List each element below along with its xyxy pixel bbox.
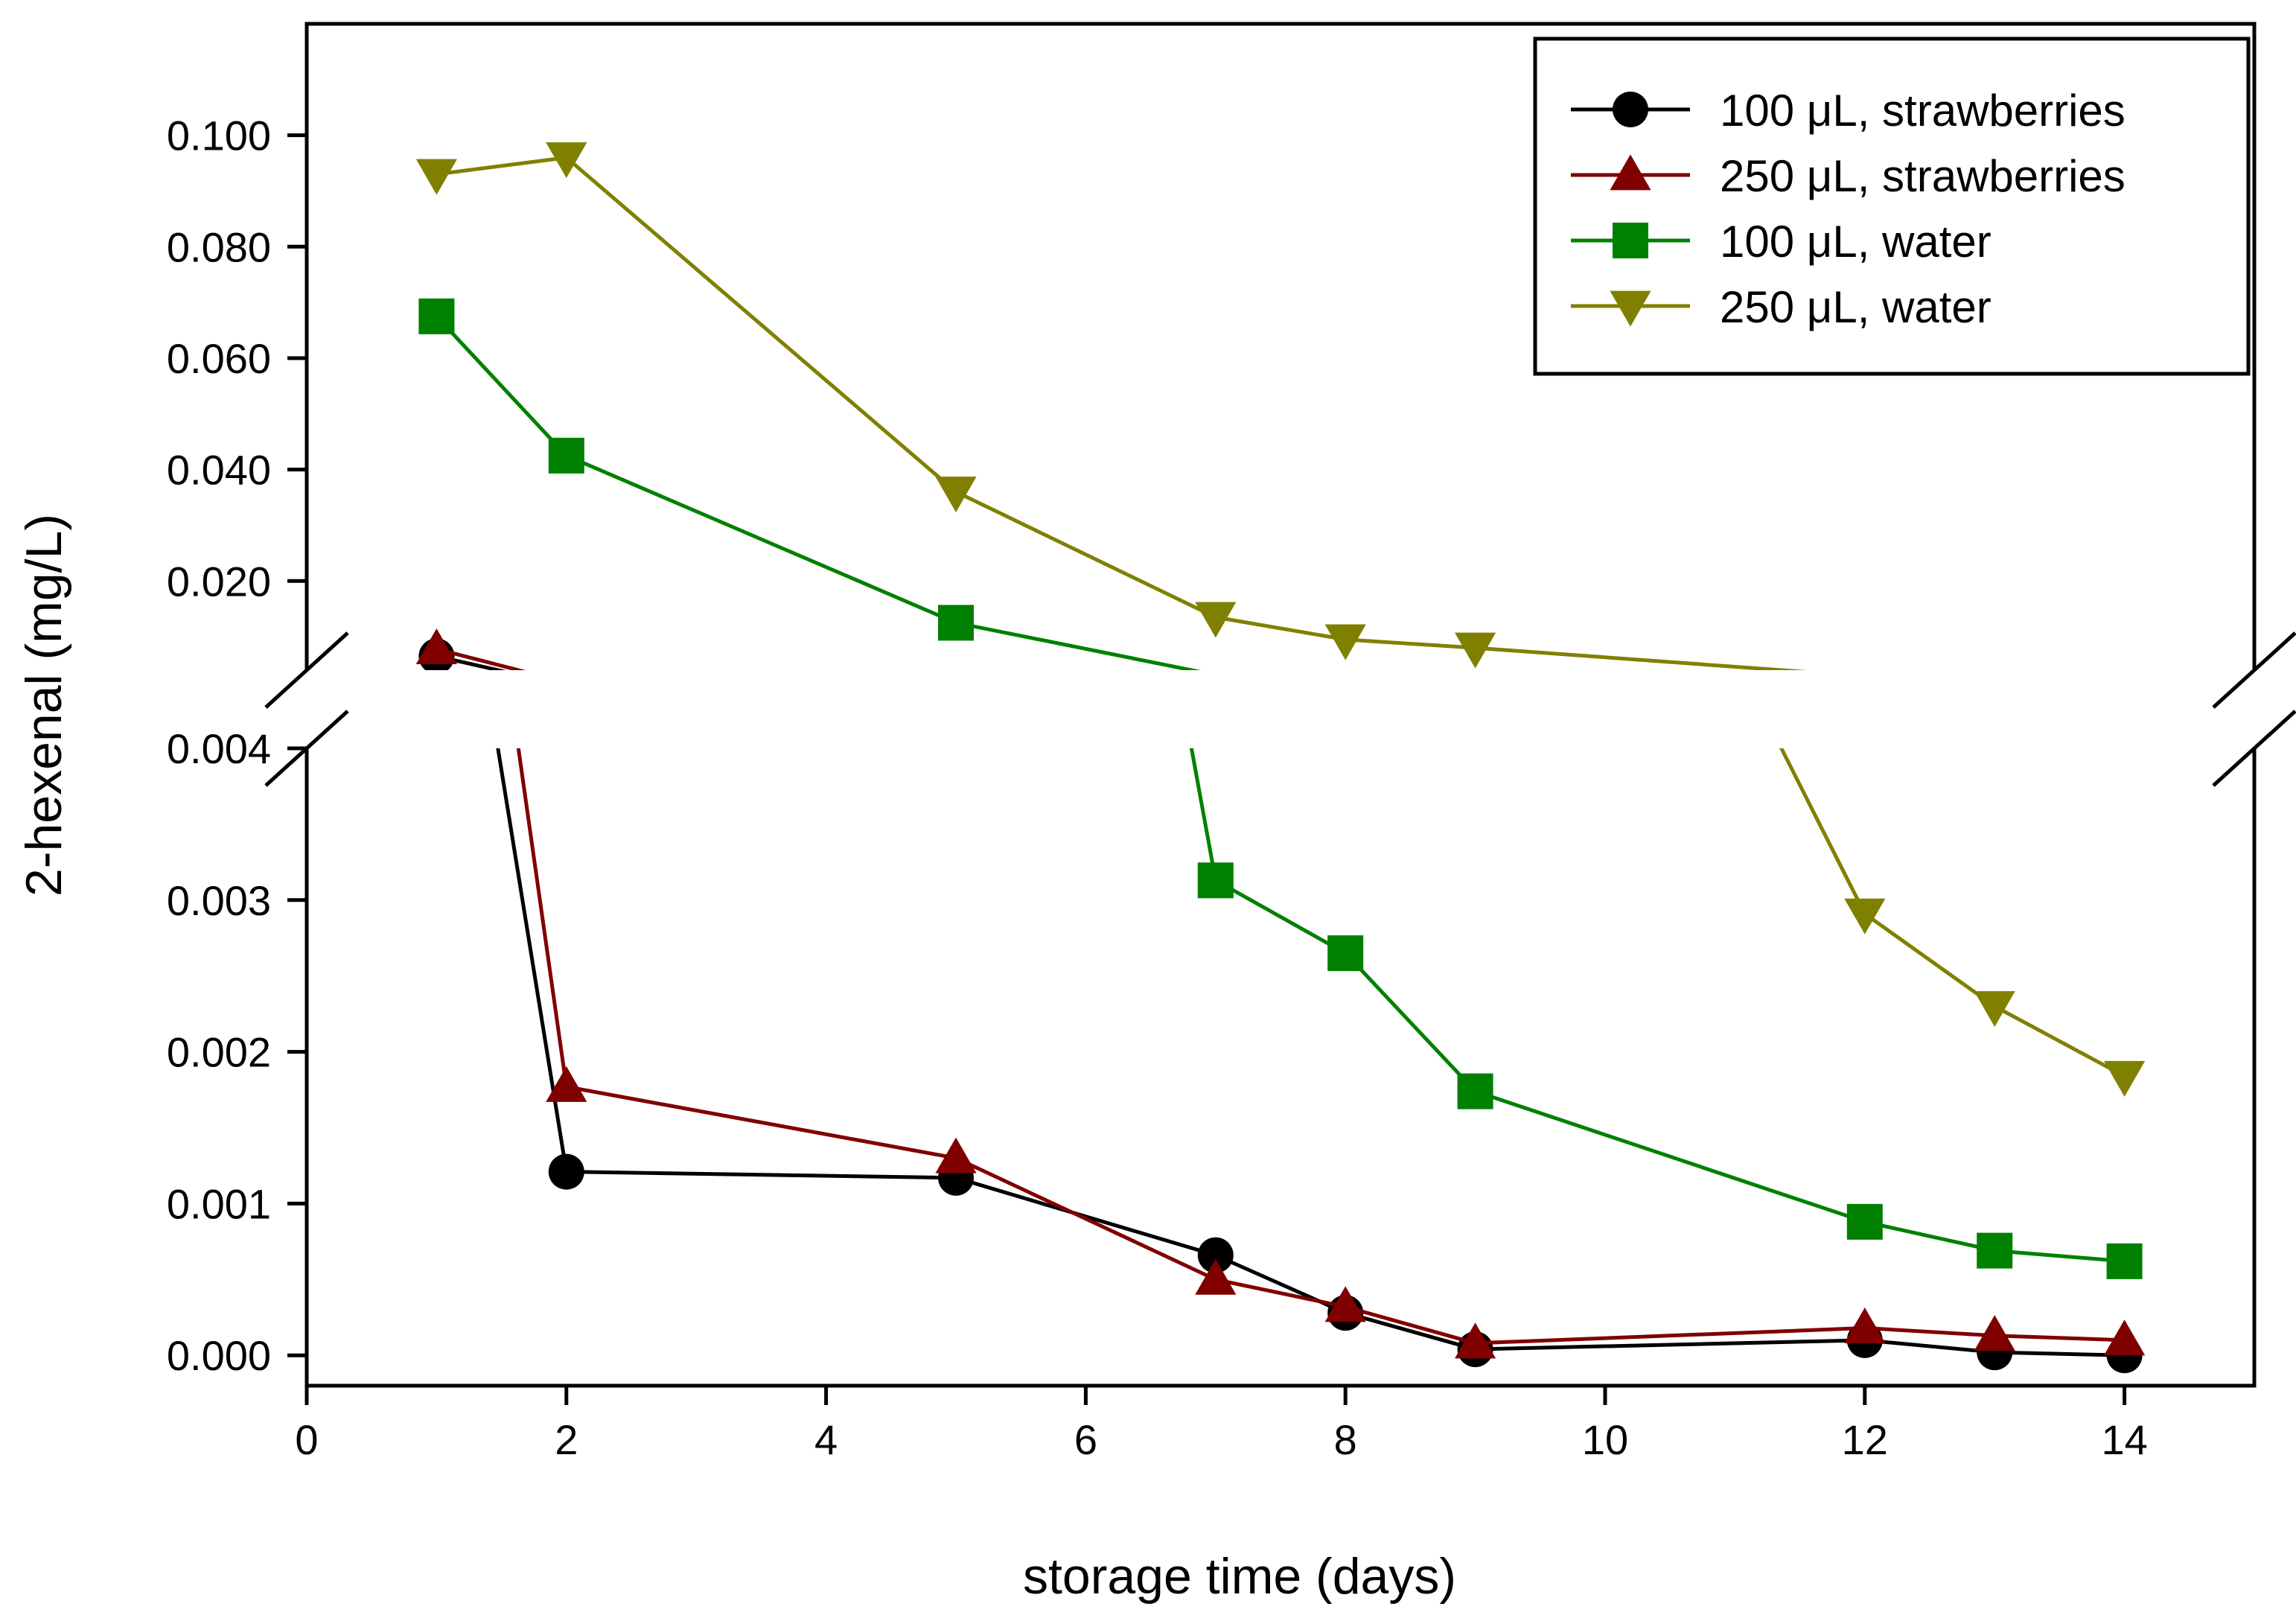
series-4-point <box>1455 632 1496 669</box>
series-3-point <box>938 605 974 641</box>
series-2-point <box>1455 1322 1496 1359</box>
series-4-point <box>415 159 457 195</box>
series-3-point <box>548 437 584 474</box>
series-3-point <box>1457 1073 1493 1109</box>
y-tick-label: 0.040 <box>167 447 271 494</box>
legend-label: 250 μL, water <box>1720 282 1992 332</box>
y-tick-label: 0.020 <box>167 558 271 605</box>
series-2-point <box>935 1137 977 1173</box>
legend-marker <box>1613 223 1648 258</box>
series-4-point <box>1324 624 1366 660</box>
legend-label: 250 μL, strawberries <box>1720 151 2126 201</box>
series-4-point <box>1844 898 1886 934</box>
x-tick-label: 4 <box>814 1416 838 1463</box>
x-tick-label: 14 <box>2101 1416 2147 1463</box>
y-tick-label: 0.003 <box>167 877 271 924</box>
series-4-point <box>546 142 587 179</box>
y-tick-label: 0.002 <box>167 1029 271 1076</box>
axis-break-slash <box>264 631 349 709</box>
x-tick-label: 8 <box>1334 1416 1357 1463</box>
series-3-point <box>1197 862 1234 899</box>
x-tick-label: 10 <box>1582 1416 1628 1463</box>
series-2-point <box>1844 1307 1886 1343</box>
x-axis: 0 2 4 6 8 10 12 14 <box>295 1386 2148 1463</box>
legend-box <box>1533 36 2251 376</box>
series-2-point <box>415 628 457 664</box>
series-3-point <box>1327 935 1364 972</box>
series-3-point <box>2106 1243 2143 1279</box>
x-tick-label: 2 <box>555 1416 578 1463</box>
axis-break-slash <box>2212 631 2296 709</box>
series-1-point <box>548 1153 584 1190</box>
series-2-line-upper <box>436 647 526 670</box>
series-1-line-upper <box>436 654 507 670</box>
series-2-point <box>1974 1315 2015 1351</box>
legend-marker <box>1610 290 1651 327</box>
legend-marker <box>1613 92 1648 127</box>
x-axis-title: storage time (days) <box>1023 1548 1456 1605</box>
series-2-point <box>1324 1286 1366 1322</box>
series-4-point <box>1195 602 1237 638</box>
y-tick-label: 0.080 <box>167 223 271 270</box>
legend: 100 μL, strawberries 250 μL, strawberries… <box>1533 36 2251 376</box>
axis-break-slash <box>2212 710 2296 787</box>
left-axis-gap <box>304 670 310 748</box>
series-2-point <box>546 1066 587 1102</box>
y-tick-label: 0.100 <box>167 112 271 159</box>
y-tick-label: 0.001 <box>167 1180 271 1227</box>
series-2-point <box>1195 1258 1237 1295</box>
y-axis: 0.020 0.040 0.060 0.080 0.100 0.000 0.001 0.002… <box>167 112 307 1379</box>
legend-label: 100 μL, water <box>1720 217 1992 267</box>
x-tick-label: 12 <box>1842 1416 1888 1463</box>
series-4-line-lower <box>1779 748 2126 1078</box>
y-axis-title: 2-hexenal (mg/L) <box>16 514 72 897</box>
right-axis-gap <box>2252 670 2257 748</box>
x-tick-label: 0 <box>295 1416 318 1463</box>
x-tick-label: 6 <box>1074 1416 1097 1463</box>
series-3-line-upper <box>435 315 1202 670</box>
series-3-point <box>418 298 455 334</box>
series-upper-segment <box>415 142 1808 670</box>
series-4-point <box>1974 991 2015 1028</box>
series-3-point <box>1846 1203 1883 1240</box>
series-4-point <box>2104 1060 2146 1097</box>
legend-marker <box>1610 154 1651 191</box>
series-2-point <box>2104 1319 2146 1356</box>
y-tick-label: 0.060 <box>167 335 271 382</box>
y-tick-label: 0.004 <box>167 725 271 772</box>
legend-label: 100 μL, strawberries <box>1720 86 2126 136</box>
axis-break <box>264 631 2296 787</box>
series-4-point <box>935 477 977 513</box>
y-tick-label: 0.000 <box>167 1332 271 1379</box>
series-lower-segment <box>496 748 2146 1374</box>
series-3-point <box>1977 1232 2013 1269</box>
series-1-point <box>1197 1237 1234 1273</box>
